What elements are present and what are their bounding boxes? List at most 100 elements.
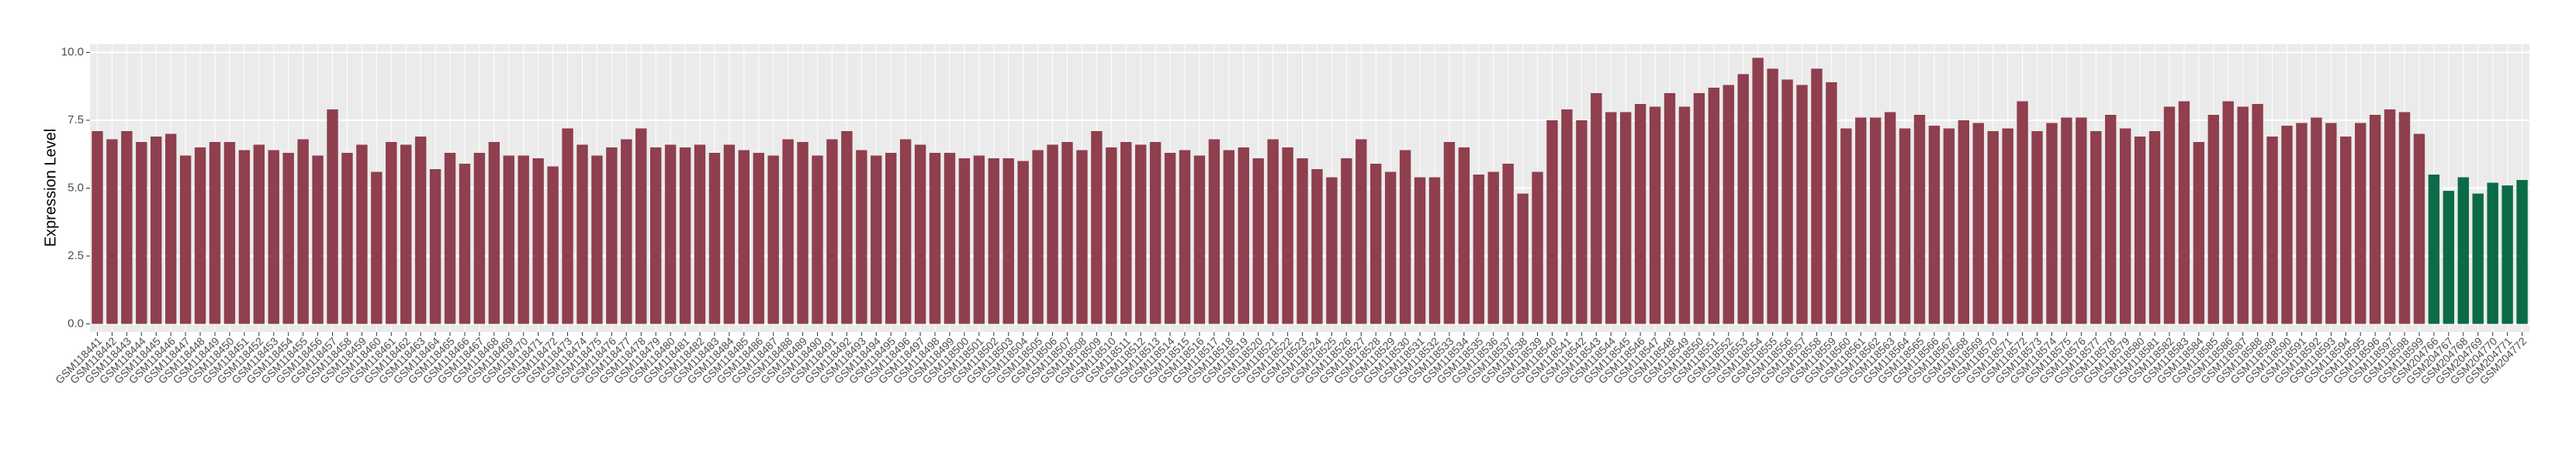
bar xyxy=(121,131,133,324)
bar xyxy=(238,150,251,324)
bar xyxy=(1208,139,1220,324)
bar xyxy=(194,147,206,324)
bar xyxy=(1017,161,1029,324)
bar xyxy=(1297,158,1308,324)
bar xyxy=(1458,147,1470,324)
bar xyxy=(2369,115,2381,324)
bar xyxy=(753,153,764,324)
bar xyxy=(621,139,632,324)
bar xyxy=(179,155,192,324)
bar xyxy=(2237,106,2249,324)
bar xyxy=(1311,169,1323,324)
bar xyxy=(2311,117,2322,324)
bar xyxy=(1767,68,1778,324)
bar xyxy=(106,139,118,324)
bar xyxy=(856,150,867,324)
bar xyxy=(1561,109,1573,324)
bar xyxy=(2061,117,2072,324)
bar xyxy=(1752,57,1764,324)
bar xyxy=(973,155,985,324)
bar xyxy=(414,137,427,324)
bar xyxy=(2472,193,2484,324)
bar xyxy=(1370,164,1382,324)
bar xyxy=(2119,128,2131,324)
bar xyxy=(1972,123,1984,324)
bar xyxy=(2281,126,2293,324)
bar xyxy=(1855,117,1867,324)
bar xyxy=(708,153,721,324)
bar xyxy=(1693,93,1705,324)
bar xyxy=(679,147,691,324)
bar xyxy=(503,155,514,324)
bar xyxy=(2296,123,2308,324)
bar xyxy=(2046,123,2058,324)
bar xyxy=(2163,106,2176,324)
bar xyxy=(576,144,588,324)
bar xyxy=(1428,177,1441,324)
bar xyxy=(841,131,853,324)
bar xyxy=(2002,128,2013,324)
y-tick-label: 7.5 xyxy=(68,113,84,126)
y-tick-label: 0.0 xyxy=(68,317,84,330)
bar xyxy=(209,142,221,324)
bar xyxy=(444,153,456,324)
bar xyxy=(1341,158,1352,324)
bar xyxy=(2252,104,2263,324)
bar xyxy=(1826,82,1837,324)
bar xyxy=(1502,164,1514,324)
bar xyxy=(1443,142,1456,324)
bar xyxy=(1899,128,1911,324)
bar xyxy=(1061,142,1073,324)
bar xyxy=(1267,139,1279,324)
bar xyxy=(1282,147,1293,324)
bar xyxy=(2105,115,2117,324)
bar xyxy=(1649,106,1661,324)
bar xyxy=(943,153,956,324)
y-tick-label: 2.5 xyxy=(68,249,84,262)
bar xyxy=(1708,88,1720,324)
bar xyxy=(429,169,441,324)
bar xyxy=(899,139,912,324)
bar xyxy=(459,164,471,324)
bar xyxy=(1238,147,1249,324)
bar xyxy=(1576,120,1587,324)
bar xyxy=(1634,104,1646,324)
bar xyxy=(1943,128,1955,324)
bar xyxy=(2502,185,2513,324)
bar xyxy=(297,139,309,324)
bar xyxy=(2443,191,2455,324)
bar xyxy=(282,153,294,324)
bar xyxy=(1678,106,1691,324)
bar xyxy=(488,142,500,324)
bar xyxy=(1884,112,1896,324)
bar xyxy=(606,147,618,324)
bar xyxy=(2428,175,2440,324)
bar xyxy=(1149,142,1162,324)
bar xyxy=(1326,177,1338,324)
bar xyxy=(988,158,999,324)
bar xyxy=(2398,112,2411,324)
bar xyxy=(1223,150,1235,324)
bar xyxy=(1120,142,1132,324)
bar xyxy=(2354,123,2367,324)
bar xyxy=(885,153,897,324)
bar xyxy=(1723,85,1734,324)
bar xyxy=(2148,131,2161,324)
bar xyxy=(1047,144,1058,324)
bar xyxy=(532,158,544,324)
bar xyxy=(2266,137,2278,324)
bar xyxy=(1164,153,1176,324)
bar xyxy=(1913,115,1926,324)
bar xyxy=(2134,137,2146,324)
y-axis-label: Expression Level xyxy=(42,129,59,247)
bar xyxy=(694,144,706,324)
bar xyxy=(2193,142,2205,324)
bar xyxy=(268,150,279,324)
bar xyxy=(1840,128,1852,324)
bar xyxy=(1179,150,1191,324)
bar xyxy=(2340,137,2352,324)
bar xyxy=(136,142,147,324)
bar xyxy=(1356,139,1367,324)
bar xyxy=(253,144,265,324)
